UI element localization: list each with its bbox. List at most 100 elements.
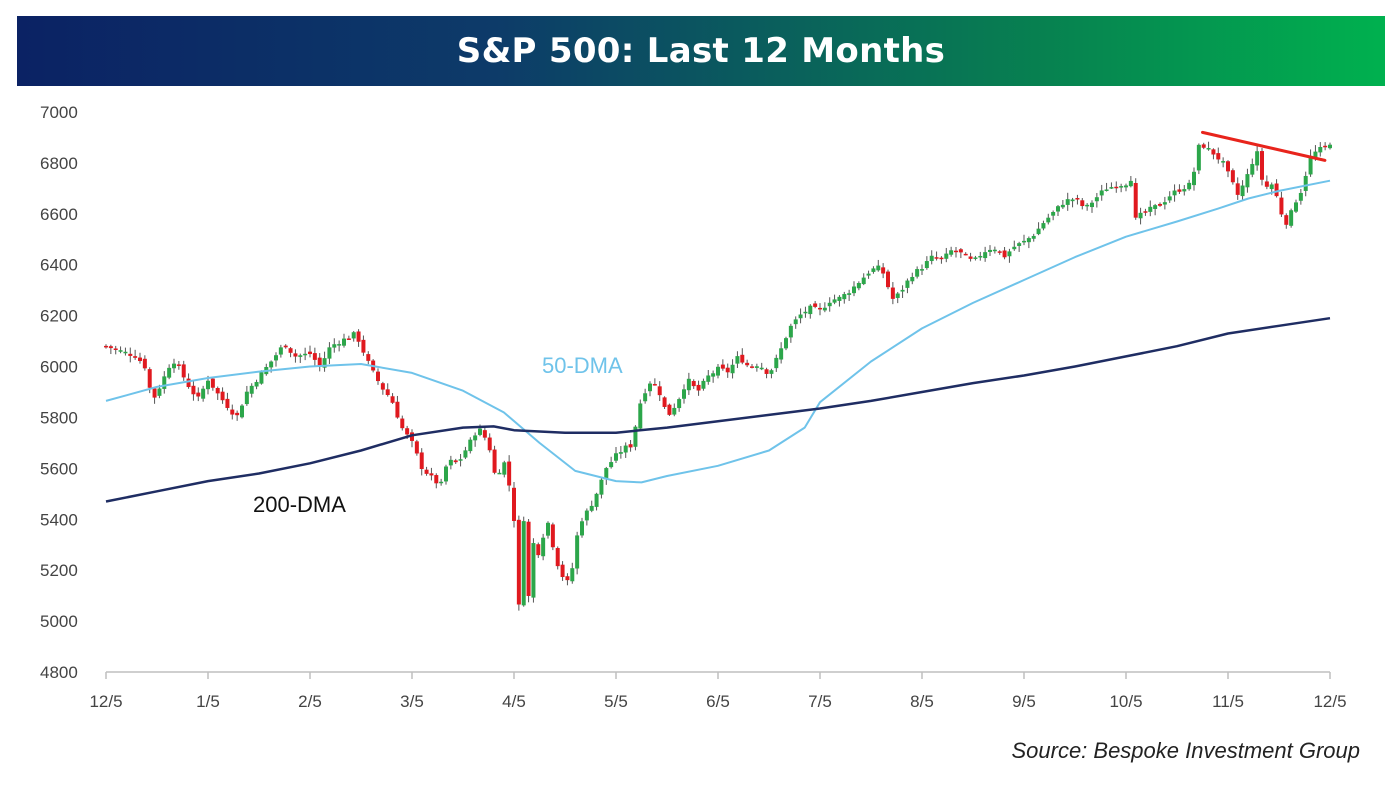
candle-body — [225, 398, 230, 408]
candle-body — [376, 371, 380, 382]
candle-body — [628, 444, 633, 448]
candle-body — [1090, 202, 1094, 208]
candle-body — [745, 362, 750, 366]
candle-body — [439, 481, 444, 484]
candle-body — [1104, 189, 1109, 191]
candle-body — [822, 307, 827, 311]
candle-body — [988, 249, 992, 252]
candle-body — [929, 255, 934, 262]
candle-body — [346, 338, 351, 340]
candle-body — [730, 364, 735, 374]
candle-body — [1002, 250, 1007, 258]
candle-body — [1172, 190, 1177, 196]
candle-body — [244, 391, 249, 405]
candle-body — [181, 364, 186, 378]
candle-body — [298, 355, 303, 357]
candle-body — [191, 385, 196, 395]
candle-body — [478, 428, 482, 435]
candle-body — [570, 568, 575, 582]
candle-body — [784, 338, 788, 349]
y-tick-label: 6000 — [40, 358, 78, 377]
candle-body — [521, 521, 526, 606]
candle-body — [342, 338, 346, 346]
candle-body — [813, 303, 818, 307]
candle-body — [162, 376, 167, 389]
candle-body — [1308, 155, 1313, 175]
candle-body — [152, 388, 157, 398]
candle-body — [1260, 151, 1264, 180]
candle-body — [1094, 197, 1099, 202]
candle-body — [1221, 161, 1226, 163]
candle-body — [1187, 182, 1192, 190]
candle-body — [458, 459, 463, 461]
candle-body — [118, 350, 123, 352]
candle-body — [337, 344, 342, 346]
candle-body — [546, 522, 550, 536]
x-tick-label: 5/5 — [604, 692, 628, 711]
candle-body — [410, 432, 414, 441]
candle-body — [798, 314, 803, 319]
candle-body — [414, 441, 419, 454]
x-tick-label: 9/5 — [1012, 692, 1036, 711]
candle-body — [1289, 210, 1294, 226]
candle-body — [356, 331, 361, 342]
x-tick-label: 12/5 — [1313, 692, 1346, 711]
candle-body — [142, 358, 147, 369]
candle-body — [1051, 211, 1056, 216]
candle-body — [837, 296, 842, 301]
candle-body — [172, 363, 176, 369]
candle-body — [754, 366, 759, 368]
candle-body — [157, 388, 162, 396]
candle-body — [206, 380, 210, 390]
candle-body — [361, 339, 366, 353]
candle-body — [711, 373, 716, 377]
candle-body — [390, 396, 395, 403]
candle-body — [1158, 203, 1162, 206]
candle-body — [920, 269, 924, 271]
candle-body — [259, 372, 264, 384]
y-tick-label: 6600 — [40, 205, 78, 224]
candle-body — [351, 332, 356, 339]
candle-body — [895, 293, 900, 298]
candle-body — [1240, 185, 1245, 197]
candle-body — [832, 299, 837, 303]
candle-body — [293, 353, 298, 357]
candle-body — [677, 399, 682, 409]
y-tick-label: 5800 — [40, 408, 78, 427]
candle-body — [978, 255, 983, 258]
candle-body — [1128, 180, 1133, 187]
candle-body — [1298, 192, 1303, 201]
candle-body — [176, 364, 181, 366]
candle-body — [890, 287, 895, 299]
candle-body — [934, 257, 939, 259]
candle-body — [983, 252, 988, 259]
candle-body — [963, 253, 968, 256]
candle-body — [1196, 144, 1201, 171]
y-tick-label: 5000 — [40, 612, 78, 631]
candle-body — [473, 435, 478, 441]
candle-body — [779, 348, 784, 360]
x-tick-label: 12/5 — [89, 692, 122, 711]
candle-body — [1114, 186, 1119, 189]
candle-body — [1007, 251, 1012, 257]
moving-averages — [105, 130, 1331, 503]
candle-body — [808, 305, 813, 315]
candle-body — [186, 378, 191, 388]
candle-body — [886, 271, 890, 288]
candle-body — [1036, 228, 1041, 235]
x-tick-label: 1/5 — [196, 692, 220, 711]
candle-body — [759, 367, 764, 370]
candle-body — [686, 378, 691, 391]
candle-body — [327, 347, 332, 359]
candle-body — [1060, 204, 1065, 208]
candle-body — [405, 428, 410, 435]
candle-body — [1041, 223, 1046, 229]
candle-body — [958, 249, 963, 253]
candle-body — [667, 404, 672, 415]
candle-body — [769, 370, 774, 374]
candle-body — [1192, 171, 1196, 186]
candle-body — [866, 273, 871, 276]
candle-body — [1056, 206, 1060, 212]
candle-body — [278, 347, 283, 355]
